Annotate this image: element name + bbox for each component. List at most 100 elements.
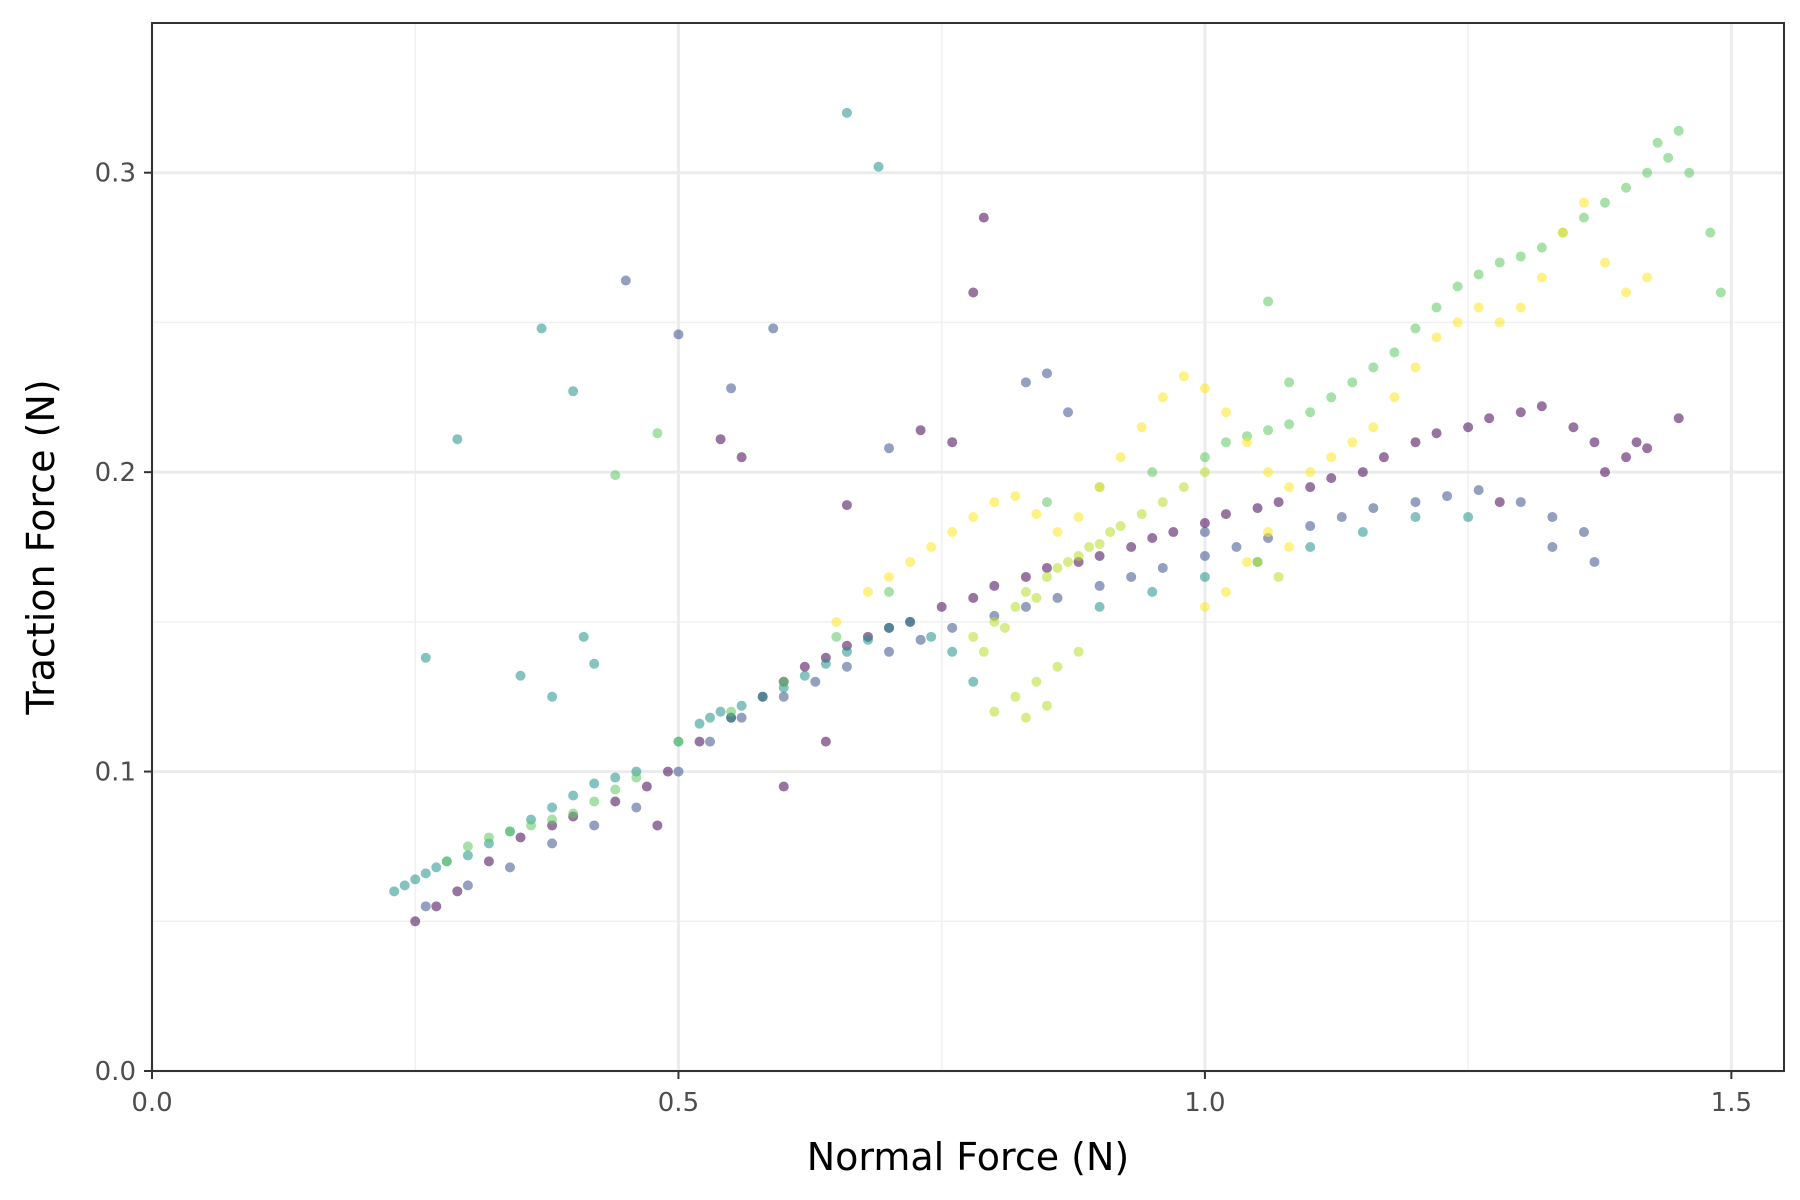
x-axis-ticks: 0.0 0.5 1.0 1.5 [131,1071,1752,1118]
data-point [1094,550,1105,561]
data-point [504,826,515,837]
data-point [1410,512,1421,523]
data-point [399,880,410,891]
data-point [1715,287,1726,298]
data-point [1157,497,1168,508]
data-point [1347,377,1358,388]
data-point [420,901,431,912]
data-point [1431,302,1442,313]
x-axis-title: Normal Force (N) [807,1135,1130,1179]
data-point [1326,473,1337,484]
data-point [1063,407,1074,418]
data-point [1463,422,1474,433]
y-tick-label: 0.0 [95,1057,136,1087]
data-point [768,323,779,334]
data-point [1326,392,1337,403]
data-point [547,802,558,813]
data-point [1589,556,1600,567]
data-point [1515,302,1526,313]
data-point [1494,257,1505,268]
x-tick-label: 1.5 [1711,1088,1752,1118]
data-point [568,386,579,397]
data-point [841,107,852,118]
data-point [968,676,979,687]
data-point [1494,497,1505,508]
data-points [389,107,1726,927]
data-point [1199,571,1210,582]
data-point [1673,125,1684,136]
data-point [1273,571,1284,582]
data-point [978,212,989,223]
data-point [1115,521,1126,532]
data-point [1578,197,1589,208]
data-point [1220,586,1231,597]
data-point [820,736,831,747]
data-point [536,323,547,334]
data-point [1020,712,1031,723]
data-point [1220,407,1231,418]
data-point [610,470,621,481]
data-point [715,706,726,717]
data-point [841,500,852,511]
data-point [884,586,895,597]
data-point [736,452,747,463]
data-point [1515,407,1526,418]
data-point [1410,497,1421,508]
data-point [1073,512,1084,523]
data-point [1178,482,1189,493]
data-point [1547,512,1558,523]
data-point [1515,497,1526,508]
data-point [641,781,652,792]
data-point [1600,467,1611,478]
data-point [1199,452,1210,463]
data-point [1284,542,1295,552]
data-point [1199,601,1210,612]
data-point [1052,527,1063,538]
data-point [652,820,663,831]
data-point [410,874,421,885]
data-point [1284,419,1295,430]
data-point [1389,392,1400,403]
data-point [1642,443,1653,454]
data-point [778,676,789,687]
data-point [1031,592,1042,603]
data-point [694,736,705,747]
data-point [1031,509,1042,520]
data-point [1199,527,1210,538]
data-point [1305,542,1316,552]
data-point [1105,527,1116,538]
data-point [947,646,958,657]
data-point [884,646,895,657]
data-point [547,691,558,702]
data-point [968,512,979,523]
data-point [1326,452,1337,463]
data-point [1568,422,1579,433]
data-point [926,631,937,642]
data-point [989,497,1000,508]
data-point [1621,182,1632,193]
data-point [1073,646,1084,657]
data-point [1168,527,1179,538]
data-point [1410,362,1421,373]
data-point [420,652,431,663]
data-point [926,542,937,552]
data-point [483,856,494,867]
data-point [1242,556,1253,567]
data-point [1031,676,1042,687]
data-point [1231,542,1242,552]
data-point [1199,518,1210,529]
data-point [862,634,873,645]
data-point [1357,467,1368,478]
data-point [831,616,842,627]
data-point [1052,562,1063,573]
data-point [568,790,579,801]
data-point [441,856,452,867]
data-point [884,571,895,582]
data-point [936,601,947,612]
data-point [526,820,537,831]
data-point [1368,362,1379,373]
data-point [1642,272,1653,283]
data-point [515,670,526,681]
data-point [1589,437,1600,448]
data-point [1536,242,1547,253]
